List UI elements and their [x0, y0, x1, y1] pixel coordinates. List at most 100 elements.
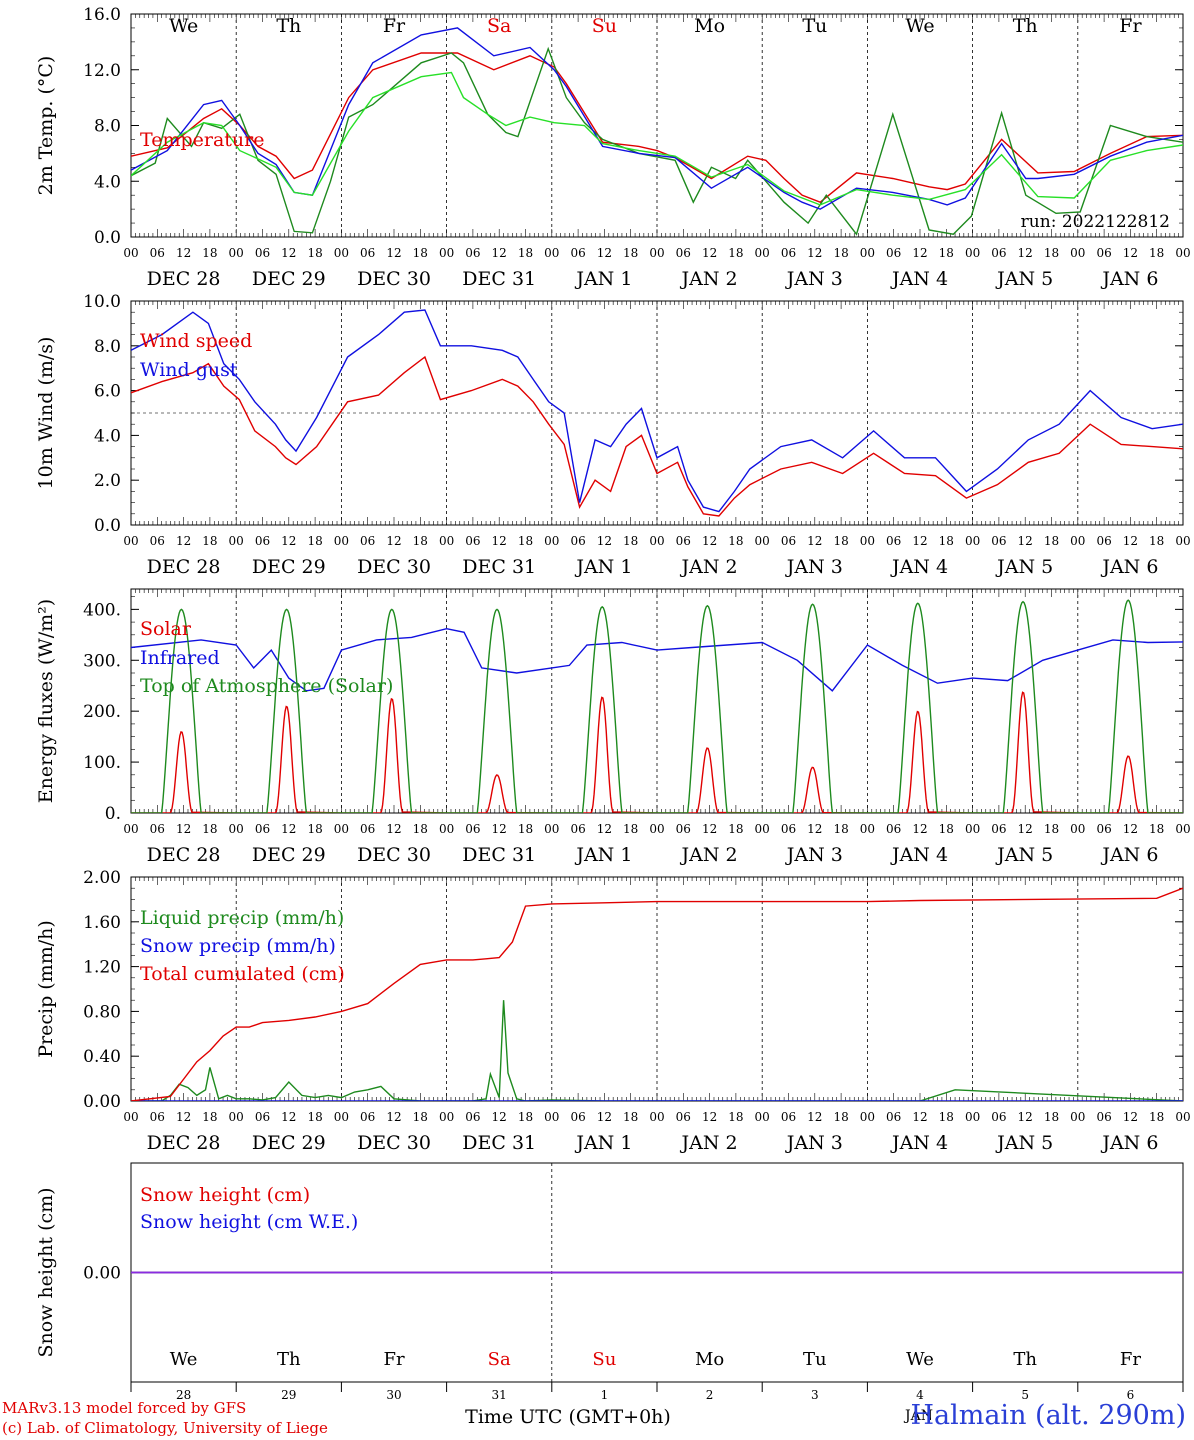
date-label: DEC 30: [357, 556, 431, 578]
date-label: JAN 5: [995, 556, 1053, 578]
series-group: [131, 27, 1183, 236]
date-label: JAN 5: [995, 1132, 1053, 1154]
hour-label: 18: [413, 534, 428, 548]
weekday-label: Tu: [802, 15, 827, 37]
weekday-label: We: [906, 1349, 934, 1370]
hour-label: 06: [570, 822, 585, 836]
hour-label: 12: [807, 246, 822, 260]
hour-label: 12: [1018, 1110, 1033, 1124]
series-line-wind-speed: [131, 355, 1183, 517]
weekday-label: Sa: [487, 15, 511, 37]
day-number: 2: [706, 1388, 714, 1402]
model-credit: MARv3.13 model forced by GFS: [2, 1399, 247, 1417]
hour-label: 06: [991, 1110, 1006, 1124]
date-label: DEC 31: [462, 844, 536, 866]
hour-label: 06: [676, 822, 691, 836]
hour-label: 00: [755, 246, 770, 260]
series-group: [131, 887, 1183, 1101]
y-tick-label: 100.: [83, 753, 121, 773]
date-label: JAN 2: [680, 556, 738, 578]
date-label: DEC 29: [252, 268, 326, 290]
hour-label: 12: [597, 1110, 612, 1124]
date-label: JAN 3: [785, 1132, 843, 1154]
hour-label: 18: [1149, 822, 1164, 836]
hour-label: 18: [307, 1110, 322, 1124]
hour-label: 00: [544, 1110, 559, 1124]
y-tick-label: 300.: [83, 651, 121, 671]
hour-label: 00: [1070, 534, 1085, 548]
y-tick-label: 200.: [83, 702, 121, 722]
series-line-wind-gust: [131, 309, 1183, 513]
y-axis-label: 10m Wind (m/s): [35, 337, 57, 490]
hour-label: 18: [518, 246, 533, 260]
date-label: JAN 6: [1100, 556, 1158, 578]
hour-label: 06: [150, 534, 165, 548]
hour-label: 06: [360, 534, 375, 548]
hour-label: 12: [597, 534, 612, 548]
hour-label: 06: [781, 534, 796, 548]
hour-label: 00: [860, 534, 875, 548]
y-tick-label: 0.80: [83, 1002, 121, 1022]
date-label: JAN 5: [995, 268, 1053, 290]
hour-label: 00: [1175, 1110, 1190, 1124]
y-tick-label: 0.40: [83, 1047, 121, 1067]
hour-label: 12: [807, 1110, 822, 1124]
hour-label: 12: [492, 534, 507, 548]
date-label: JAN 3: [785, 268, 843, 290]
date-label: JAN 2: [680, 844, 738, 866]
weekday-label: Fr: [383, 15, 406, 37]
date-label: JAN 1: [574, 844, 632, 866]
hour-label: 12: [597, 246, 612, 260]
hour-label: 12: [281, 822, 296, 836]
hour-label: 06: [1096, 822, 1111, 836]
hour-label: 18: [307, 534, 322, 548]
hour-label: 18: [1149, 1110, 1164, 1124]
hour-label: 06: [150, 1110, 165, 1124]
date-label: JAN 1: [574, 268, 632, 290]
hour-label: 12: [1123, 534, 1138, 548]
hour-label: 00: [334, 822, 349, 836]
weekday-label: Th: [1013, 1349, 1037, 1370]
hour-label: 00: [1070, 822, 1085, 836]
series-line-top-of-atmosphere-solar: [131, 599, 1183, 813]
hour-label: 00: [965, 822, 980, 836]
x-axis-label: Time UTC (GMT+0h): [465, 1406, 671, 1428]
date-label: DEC 29: [252, 556, 326, 578]
hour-label: 00: [229, 822, 244, 836]
hour-label: 06: [255, 534, 270, 548]
hour-label: 12: [386, 1110, 401, 1124]
hour-label: 00: [860, 1110, 875, 1124]
hour-label: 18: [413, 1110, 428, 1124]
legend-entry: Solar: [140, 618, 192, 640]
y-tick-label: 16.0: [83, 5, 121, 25]
hour-label: 12: [386, 822, 401, 836]
hour-label: 06: [1096, 246, 1111, 260]
day-number: 1: [601, 1388, 609, 1402]
hour-label: 00: [860, 822, 875, 836]
hour-label: 18: [307, 246, 322, 260]
hour-label: 18: [307, 822, 322, 836]
y-tick-label: 2.00: [83, 868, 121, 888]
hour-label: 18: [833, 822, 848, 836]
hour-label: 06: [465, 822, 480, 836]
y-tick-label: 0.00: [83, 1264, 121, 1284]
hour-label: 06: [676, 246, 691, 260]
weekday-label: Th: [1013, 15, 1038, 37]
legend-entry: Snow height (cm): [140, 1184, 310, 1206]
hour-label: 06: [781, 246, 796, 260]
hour-label: 12: [176, 1110, 191, 1124]
hour-label: 18: [728, 822, 743, 836]
hour-label: 06: [465, 1110, 480, 1124]
hour-label: 18: [1149, 246, 1164, 260]
hour-label: 18: [202, 246, 217, 260]
hour-label: 00: [755, 822, 770, 836]
hour-label: 18: [623, 822, 638, 836]
hour-label: 18: [518, 822, 533, 836]
hour-label: 00: [334, 1110, 349, 1124]
hour-label: 00: [123, 534, 138, 548]
hour-label: 12: [281, 246, 296, 260]
date-label: DEC 31: [462, 1132, 536, 1154]
hour-label: 06: [360, 1110, 375, 1124]
date-label: DEC 29: [252, 844, 326, 866]
